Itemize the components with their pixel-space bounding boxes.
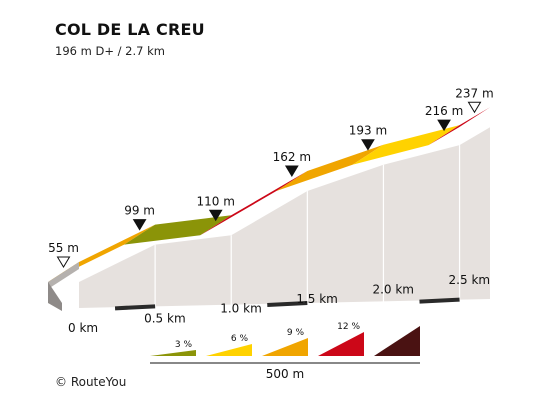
legend-swatch xyxy=(318,332,364,356)
gradient-band xyxy=(428,107,490,146)
base-stripe xyxy=(267,301,308,307)
x-tick-label: 2.5 km xyxy=(449,273,491,287)
chart-subtitle: 196 m D+ / 2.7 km xyxy=(55,44,165,58)
x-tick-label: 1.5 km xyxy=(296,292,338,306)
x-tick-label: 0 km xyxy=(68,321,98,335)
elevation-label: 237 m xyxy=(455,86,493,100)
chart-title: COL DE LA CREU xyxy=(55,20,205,39)
elevation-marker xyxy=(437,119,451,132)
profile-walls xyxy=(79,127,490,308)
legend-label: 3 % xyxy=(175,340,193,350)
x-axis-ticks: 0 km 0.5 km 1.0 km 1.5 km 2.0 km 2.5 km xyxy=(68,273,490,335)
elevation-label: 99 m xyxy=(124,204,155,218)
profile-wall xyxy=(79,127,490,308)
profile-base-front xyxy=(48,282,62,311)
elevation-marker xyxy=(284,165,299,178)
legend-swatch xyxy=(206,344,252,356)
elevation-marker xyxy=(208,209,223,222)
gradient-bands xyxy=(48,107,490,289)
elevation-markers: 55 m 99 m 110 m 162 m 193 m 216 m 237 m xyxy=(48,86,494,268)
profile-start-cap xyxy=(48,262,79,289)
legend-label: 6 % xyxy=(231,334,249,344)
elevation-marker xyxy=(56,256,71,268)
gradient-band xyxy=(276,144,384,192)
legend-swatch xyxy=(262,338,308,356)
elevation-marker xyxy=(467,101,482,114)
legend-label: 9 % xyxy=(287,328,305,338)
gradient-legend: 3 % 6 % 9 % 12 % 500 m xyxy=(150,322,420,381)
gradient-band xyxy=(352,125,460,165)
x-tick-label: 1.0 km xyxy=(220,302,262,316)
routeyou-credit: © RouteYou xyxy=(55,375,127,389)
elevation-label: 110 m xyxy=(197,194,235,208)
gradient-band xyxy=(200,171,308,236)
x-tick-label: 0.5 km xyxy=(144,311,186,325)
elevation-label: 55 m xyxy=(48,241,79,255)
legend-scale-label: 500 m xyxy=(266,367,304,381)
elevation-label: 193 m xyxy=(349,124,387,138)
elevation-label: 216 m xyxy=(425,104,463,118)
gradient-band xyxy=(124,215,232,245)
legend-swatch xyxy=(374,326,420,356)
base-stripe xyxy=(419,297,460,304)
x-tick-label: 2.0 km xyxy=(372,282,414,296)
base-stripe xyxy=(114,304,156,311)
elevation-label: 162 m xyxy=(273,150,311,164)
legend-label: 12 % xyxy=(337,322,360,332)
profile-base xyxy=(48,282,460,311)
elevation-marker xyxy=(361,139,375,151)
legend-swatch xyxy=(150,350,196,356)
elevation-marker xyxy=(132,219,147,231)
